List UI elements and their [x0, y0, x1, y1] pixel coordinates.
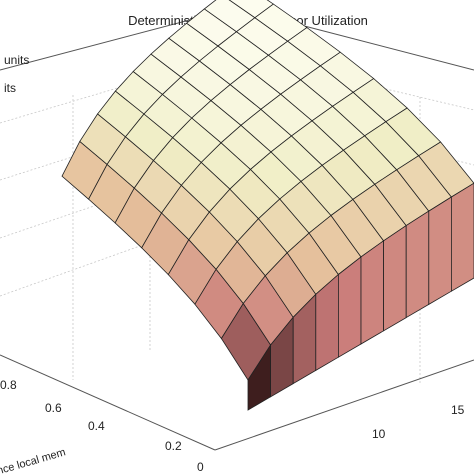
y-tick-0-4: 0.4: [88, 419, 105, 433]
surface-skirt: [405, 210, 430, 319]
surface-skirt: [383, 224, 407, 332]
surface-skirt: [337, 256, 362, 358]
surface-skirt: [360, 240, 385, 345]
legend: units its: [4, 53, 29, 95]
y-tick-0-2: 0.2: [165, 439, 182, 453]
surface-skirt: [428, 196, 452, 306]
x-tick-10: 10: [372, 427, 386, 441]
x-tick-15: 15: [451, 403, 465, 417]
surface-mesh: [61, 0, 474, 411]
legend-entry-1: units: [4, 53, 29, 67]
surface-skirt: [450, 182, 474, 292]
y-tick-0-8: 0.8: [0, 378, 17, 392]
legend-entry-2: its: [4, 81, 16, 95]
y-axis-ticks: 0 0.2 0.4 0.6 0.8: [0, 378, 204, 474]
y-tick-0-6: 0.6: [45, 401, 62, 415]
y-axis-label: nce local mem: [0, 446, 67, 474]
x-axis-ticks: 10 15: [372, 403, 465, 441]
y-tick-0: 0: [197, 460, 204, 474]
